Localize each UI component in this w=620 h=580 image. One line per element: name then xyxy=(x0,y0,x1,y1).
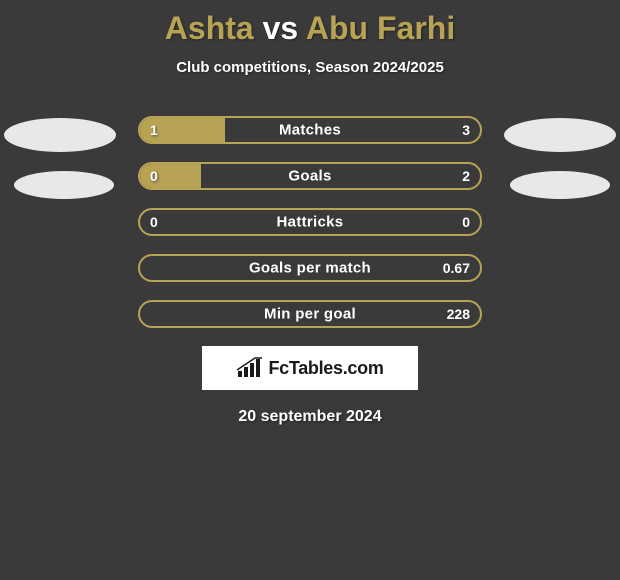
team2-logo-placeholder-mid xyxy=(510,171,610,199)
bars-container: 1Matches30Goals20Hattricks0Goals per mat… xyxy=(138,116,482,328)
stat-label: Min per goal xyxy=(140,306,480,323)
stat-bar: Goals per match0.67 xyxy=(138,254,482,282)
comparison-chart: 1Matches30Goals20Hattricks0Goals per mat… xyxy=(0,116,620,426)
stat-right-value: 228 xyxy=(447,306,470,322)
brand-chart-icon xyxy=(236,357,264,379)
stat-label: Hattricks xyxy=(140,214,480,231)
stat-bar: 0Goals2 xyxy=(138,162,482,190)
brand-badge: FcTables.com xyxy=(202,346,418,390)
stat-label: Matches xyxy=(140,122,480,139)
stat-label: Goals per match xyxy=(140,260,480,277)
stat-bar: 0Hattricks0 xyxy=(138,208,482,236)
subtitle: Club competitions, Season 2024/2025 xyxy=(0,59,620,76)
team1-logo-placeholder-top xyxy=(4,118,116,152)
stat-bar: Min per goal228 xyxy=(138,300,482,328)
page-title: Ashta vs Abu Farhi xyxy=(0,0,620,47)
player1-name: Ashta xyxy=(165,10,254,46)
brand-name: FcTables.com xyxy=(268,358,383,379)
date-text: 20 september 2024 xyxy=(0,408,620,426)
team1-logo-placeholder-mid xyxy=(14,171,114,199)
stat-right-value: 0 xyxy=(462,214,470,230)
team2-logo-placeholder-top xyxy=(504,118,616,152)
stat-label: Goals xyxy=(140,168,480,185)
stat-right-value: 0.67 xyxy=(443,260,470,276)
player2-name: Abu Farhi xyxy=(306,10,455,46)
stat-bar: 1Matches3 xyxy=(138,116,482,144)
stat-right-value: 3 xyxy=(462,122,470,138)
vs-text: vs xyxy=(263,10,299,46)
stat-right-value: 2 xyxy=(462,168,470,184)
